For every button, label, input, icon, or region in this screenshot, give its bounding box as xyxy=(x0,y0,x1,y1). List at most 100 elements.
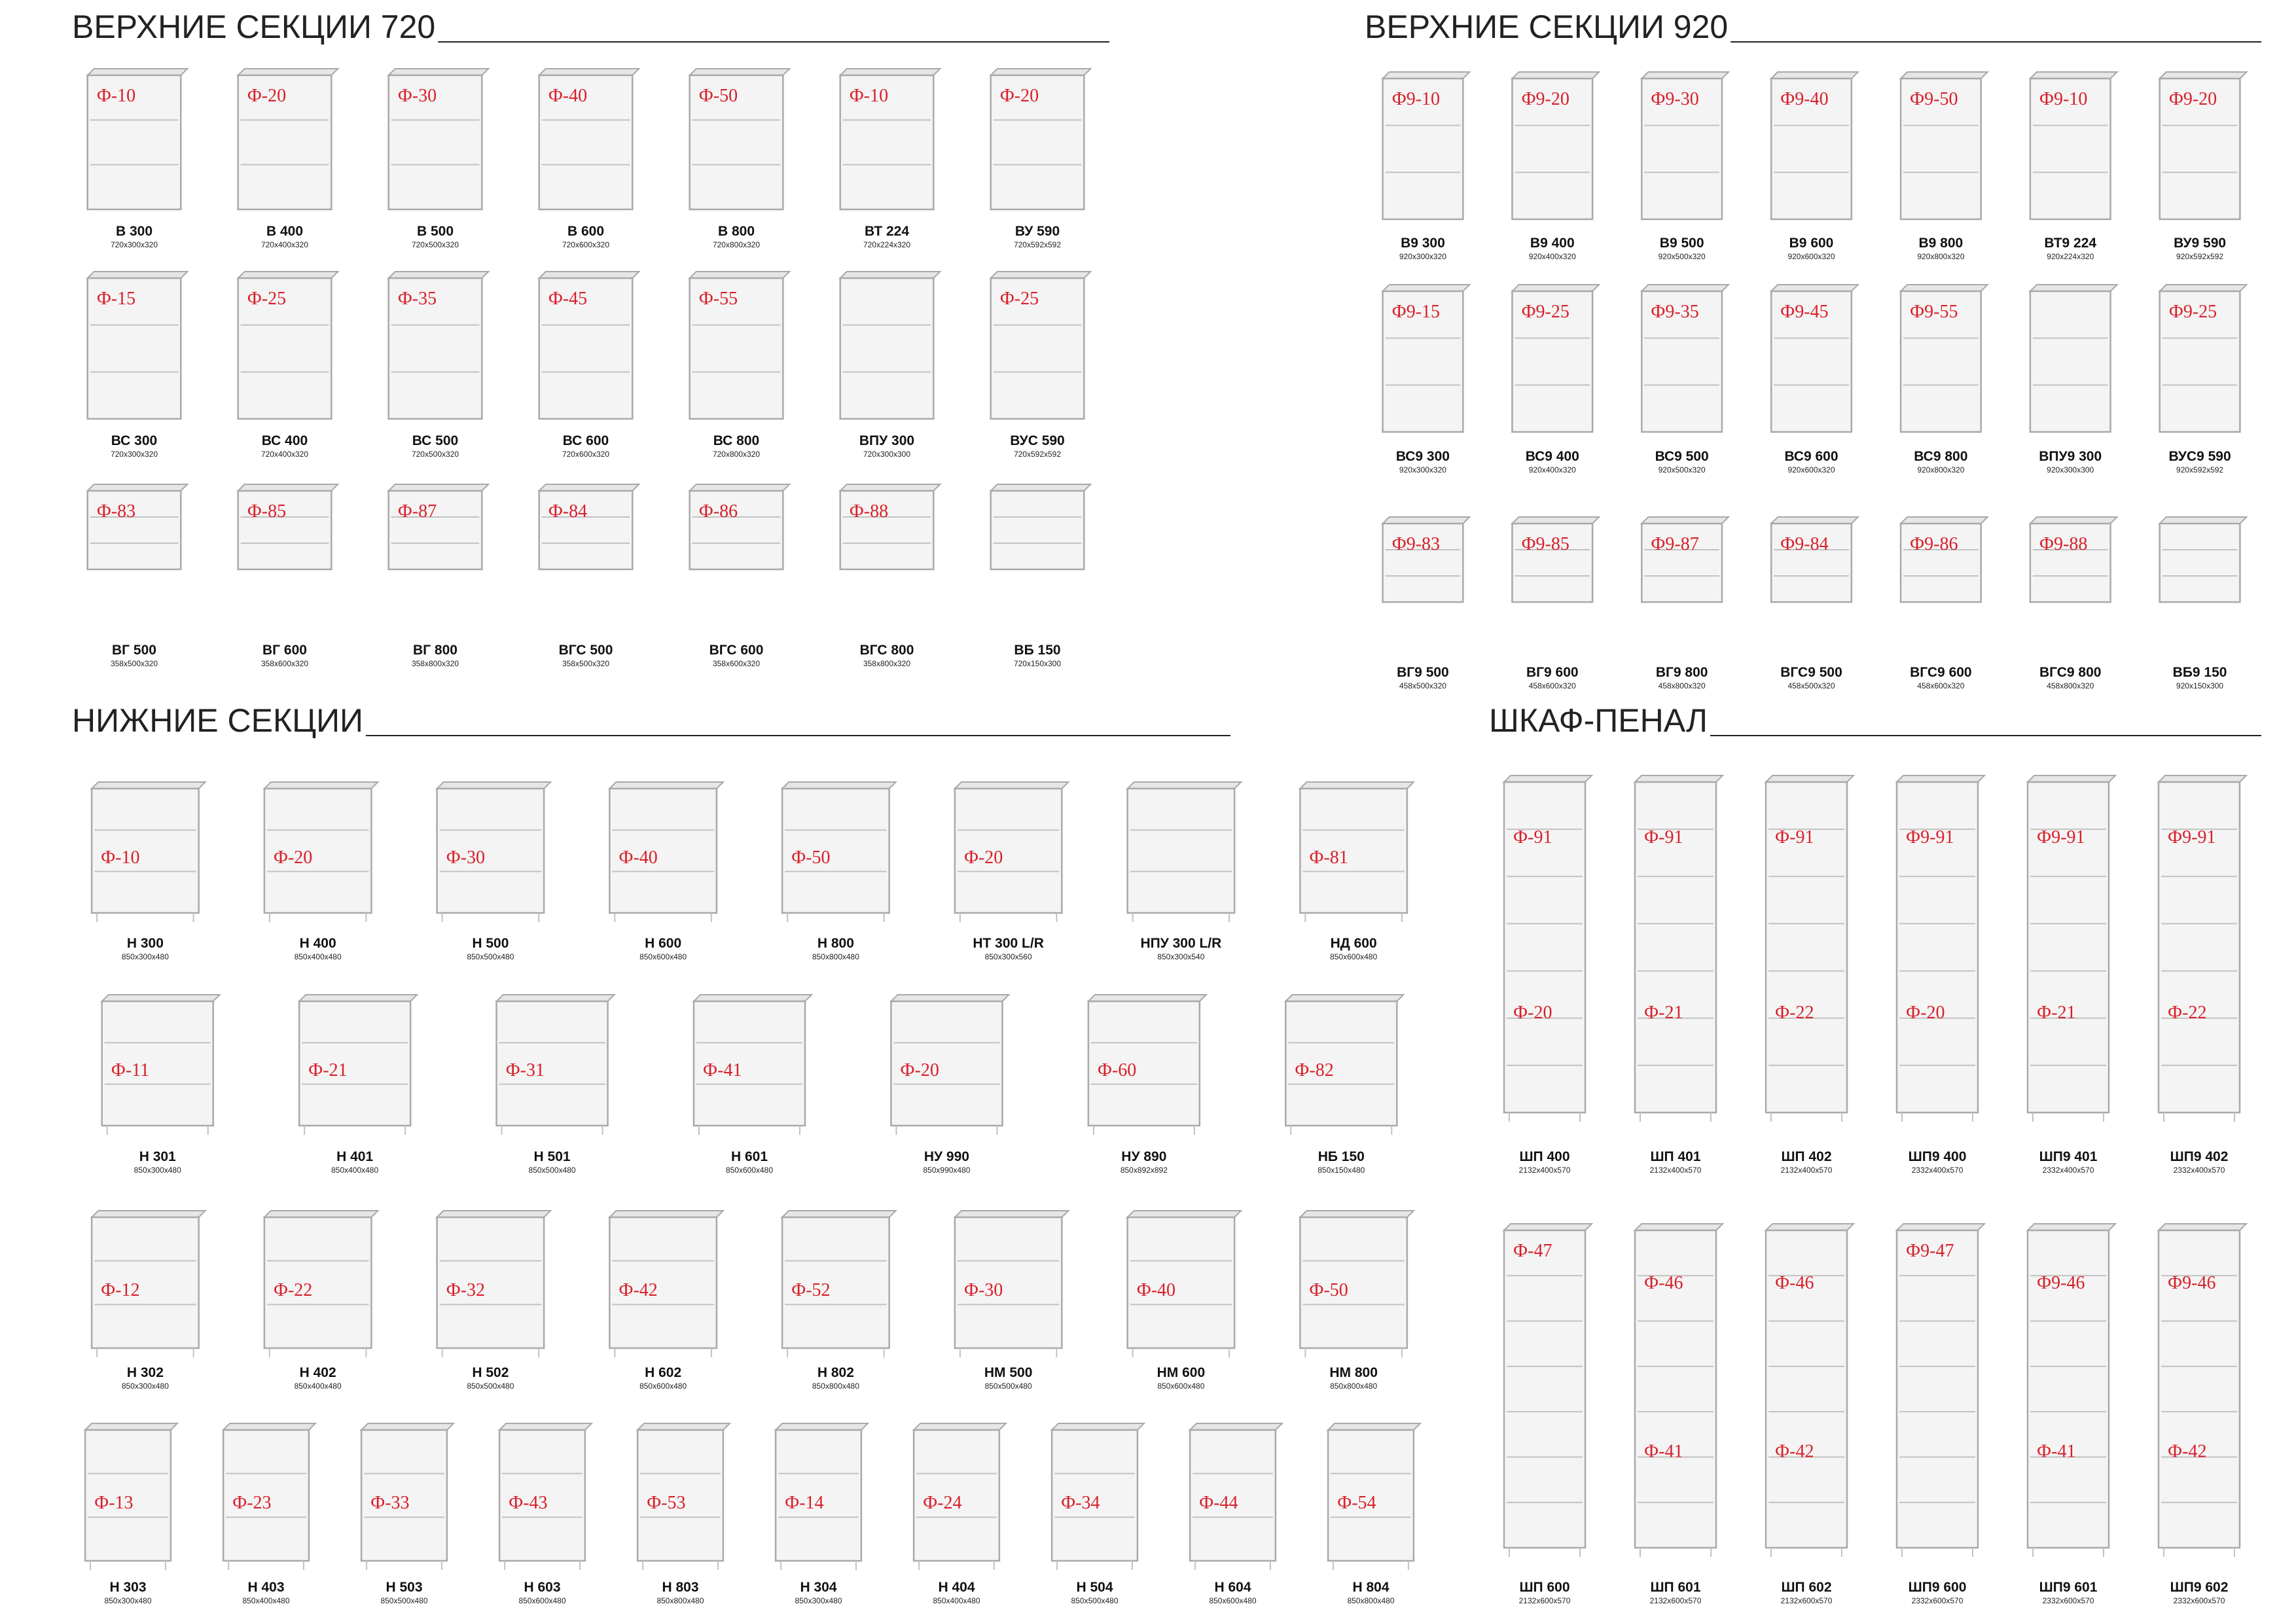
cabinet: Ф-42 Н 602 850x600x480 xyxy=(607,1210,725,1391)
code-label: Ф9-83 xyxy=(1392,534,1440,554)
cabinet-top xyxy=(262,781,380,789)
code-label: Ф-42 xyxy=(1775,1441,1814,1461)
cabinet-body xyxy=(1299,787,1408,914)
cabinet-top xyxy=(1633,1223,1725,1231)
item-size: 850x892x892 xyxy=(1121,1166,1168,1175)
cabinet-top xyxy=(1326,1423,1422,1431)
cabinet: Ф-11 Н 301 850x300x480 xyxy=(100,994,222,1175)
item-size: 720x592x592 xyxy=(1014,450,1061,459)
cabinet-top xyxy=(953,781,1070,789)
code-label: Ф-20 xyxy=(1906,1003,1945,1023)
cabinet: Ф-15 ВС 300 720x300x320 xyxy=(86,271,189,459)
cabinet: Ф-52 Н 802 850x800x480 xyxy=(780,1210,898,1391)
cabinet-top xyxy=(688,271,791,279)
cabinet-top xyxy=(2028,516,2119,524)
item-name: Н 403 xyxy=(247,1580,284,1595)
cabinet-top xyxy=(2028,71,2119,79)
cabinet-body xyxy=(1503,1229,1587,1549)
code-label: Ф9-46 xyxy=(2037,1273,2085,1293)
code-label: Ф-81 xyxy=(1309,847,1348,868)
item-size: 358x500x320 xyxy=(562,659,609,668)
cabinet-top xyxy=(1640,284,1731,292)
item-size: 720x300x300 xyxy=(863,450,910,459)
code-label: Ф9-46 xyxy=(2168,1273,2215,1293)
code-label: Ф-31 xyxy=(506,1060,545,1080)
cabinet-top xyxy=(1899,516,1990,524)
item-size: 850x500x480 xyxy=(529,1166,576,1175)
cabinet-body xyxy=(2159,522,2241,603)
cabinet-body xyxy=(1189,1429,1277,1562)
code-label: Ф-54 xyxy=(1337,1493,1376,1513)
code-label: Ф-40 xyxy=(619,847,657,868)
cabinet: Ф-31 Н 501 850x500x480 xyxy=(495,994,616,1175)
item-size: 2132x600x570 xyxy=(1781,1596,1833,1605)
item-name: Н 803 xyxy=(662,1580,698,1595)
cabinet-body xyxy=(2029,522,2111,603)
cabinet-top xyxy=(838,271,942,279)
cabinet-top xyxy=(1764,1223,1856,1231)
cabinet-top xyxy=(1298,1210,1416,1218)
code-label: Ф-50 xyxy=(1309,1280,1348,1300)
item-size: 920x500x320 xyxy=(1659,465,1706,474)
cabinet-top xyxy=(1050,1423,1146,1431)
code-label: Ф9-47 xyxy=(1906,1241,1954,1261)
cabinet-body xyxy=(222,1429,310,1562)
cabinet-top xyxy=(2026,1223,2117,1231)
item-name: ВБ 150 xyxy=(1014,643,1060,658)
item-size: 2132x400x570 xyxy=(1650,1166,1702,1175)
item-size: 358x600x320 xyxy=(713,659,760,668)
cabinet-body xyxy=(237,277,332,420)
item-size: 720x224x320 xyxy=(863,240,910,249)
cabinet-body xyxy=(1327,1429,1415,1562)
cabinet-body xyxy=(1285,1000,1398,1127)
code-label: Ф9-20 xyxy=(2169,89,2217,109)
cabinet-top xyxy=(953,1210,1070,1218)
cabinet-body xyxy=(2159,77,2241,221)
cabinet-top xyxy=(1511,71,1601,79)
item-name: ВТ9 224 xyxy=(2044,236,2096,251)
code-label: Ф9-45 xyxy=(1780,302,1828,322)
item-name: ВС 800 xyxy=(713,433,759,448)
cabinet-top xyxy=(1769,516,1860,524)
cabinet-body xyxy=(1126,1216,1236,1349)
code-label: Ф9-86 xyxy=(1910,534,1958,554)
cabinet-top xyxy=(780,1210,898,1218)
item-size: 850x600x480 xyxy=(726,1166,773,1175)
code-label: Ф-46 xyxy=(1775,1273,1814,1293)
cabinet-body xyxy=(1641,290,1723,433)
code-label: Ф-25 xyxy=(247,289,286,309)
cabinet: Ф-91 Ф-21 ШП 401 2132x400x570 xyxy=(1633,775,1725,1175)
code-label: Ф-60 xyxy=(1098,1060,1136,1080)
cabinet-body xyxy=(1895,781,1979,1114)
item-name: В 400 xyxy=(266,224,303,239)
code-label: Ф-41 xyxy=(703,1060,742,1080)
item-name: ШП9 400 xyxy=(1909,1149,1967,1164)
cabinet-body xyxy=(781,787,890,914)
cabinet-top xyxy=(838,68,942,76)
cabinet-top xyxy=(692,994,814,1002)
cabinet-body xyxy=(2157,781,2241,1114)
item-size: 920x400x320 xyxy=(1529,465,1576,474)
item-name: ВГ9 500 xyxy=(1397,665,1449,680)
code-label: Ф-20 xyxy=(964,847,1003,868)
cabinet-body xyxy=(1770,522,1853,603)
item-size: 850x500x480 xyxy=(467,952,514,961)
item-name: Н 804 xyxy=(1352,1580,1389,1595)
code-label: Ф9-91 xyxy=(2168,827,2215,847)
code-label: Ф-86 xyxy=(699,501,738,522)
cabinet-body xyxy=(387,74,483,211)
item-size: 850x990x480 xyxy=(923,1166,970,1175)
cabinet: Ф-60 НУ 890 850x892x892 xyxy=(1086,994,1208,1175)
item-size: 850x400x480 xyxy=(933,1596,980,1605)
